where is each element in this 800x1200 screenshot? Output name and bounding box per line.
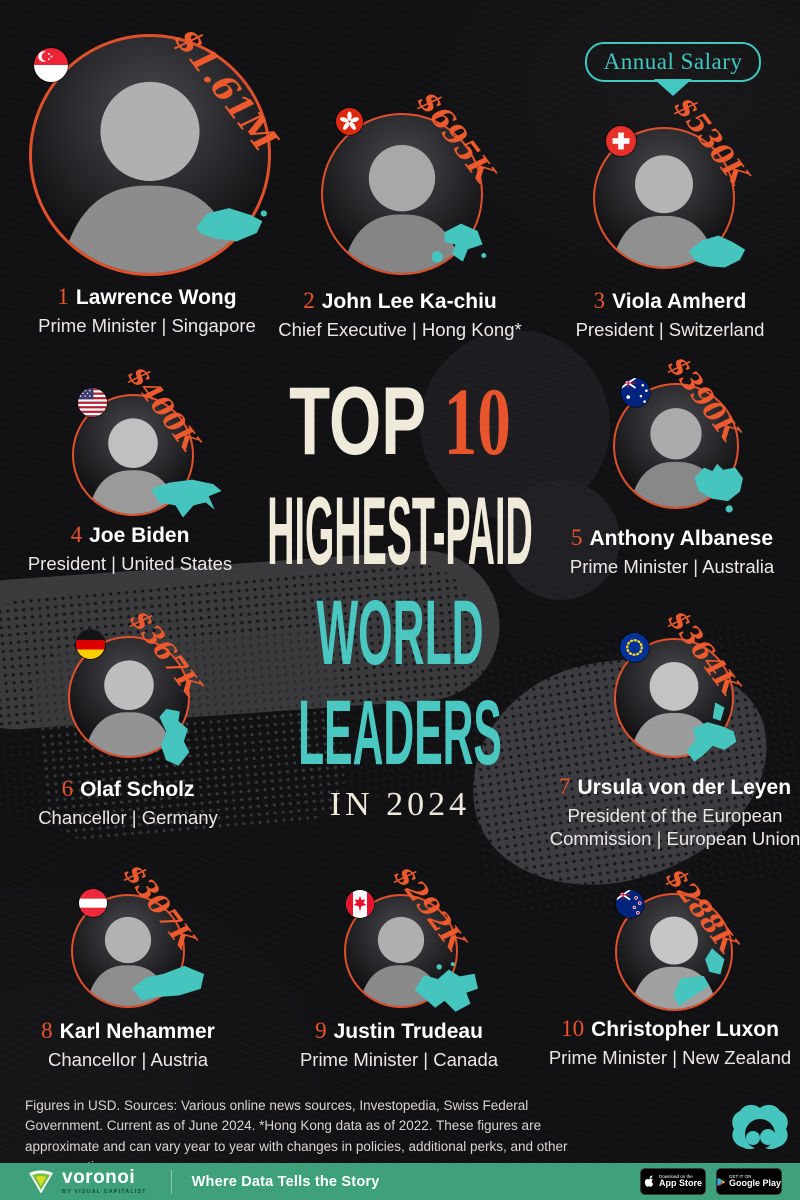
footer-tagline: Where Data Tells the Story	[191, 1173, 380, 1190]
rank-number: 10	[561, 1016, 585, 1041]
rank-number: 3	[593, 288, 606, 313]
rank-number: 1	[57, 284, 69, 309]
person-silhouette-icon	[630, 916, 718, 1009]
leader-photo	[68, 636, 190, 758]
voronoi-logo[interactable]: voronoi BY VISUAL CAPITALIST	[28, 1168, 147, 1195]
footer-divider	[170, 1169, 172, 1194]
leader-role: President of the European Commission | E…	[549, 805, 800, 850]
leader-caption: 6 Olaf Scholz Chancellor | Germany	[8, 776, 248, 829]
leader-role: Prime Minister | Australia	[569, 556, 775, 577]
rank-number: 7	[558, 774, 571, 799]
austria-flag-icon	[79, 889, 107, 917]
leader-name: Justin Trudeau	[333, 1020, 483, 1043]
leader-name: Anthony Albanese	[589, 527, 774, 550]
app-store-badge[interactable]: Download on the App Store	[640, 1168, 706, 1195]
austria-map	[131, 965, 205, 1001]
germany-flag-icon	[76, 630, 105, 659]
leader-name: John Lee Ka-chiu	[321, 290, 497, 313]
australia-flag-icon	[621, 378, 650, 407]
leader-name: Olaf Scholz	[80, 778, 195, 801]
apple-icon	[644, 1175, 654, 1187]
united-states-map	[151, 479, 222, 518]
singapore-flag-icon	[34, 48, 68, 82]
title-world: WORLD	[316, 582, 484, 685]
european-union-flag-icon	[620, 633, 649, 662]
app-store-big-text: App Store	[658, 1178, 702, 1189]
title-in-2024: IN 2024	[329, 786, 471, 823]
leader-role: Prime Minister | Canada	[299, 1049, 499, 1070]
leader-name: Viola Amherd	[612, 290, 747, 313]
singapore-map	[196, 208, 267, 242]
title-highest-paid: HIGHEST-PAID	[267, 478, 533, 586]
voronoi-brand-subtitle: BY VISUAL CAPITALIST	[62, 1189, 147, 1195]
leader-name: Karl Nehammer	[59, 1020, 215, 1043]
united-states-flag-icon	[78, 388, 107, 417]
title-leaders: LEADERS	[298, 682, 502, 785]
voronoi-logo-icon	[29, 1170, 53, 1193]
rank-number: 6	[61, 776, 74, 801]
annual-salary-label: Annual Salary	[603, 49, 743, 74]
new-zealand-map	[673, 948, 725, 1007]
google-play-badge[interactable]: GET IT ON Google Play	[716, 1168, 782, 1195]
leader-caption: 3 Viola Amherd President | Switzerland	[540, 288, 800, 341]
leader-role: Prime Minister | Singapore	[38, 315, 256, 336]
australia-map	[694, 463, 743, 513]
leader-caption: 9 Justin Trudeau Prime Minister | Canada	[279, 1018, 519, 1071]
leader-role: Chancellor | Austria	[47, 1049, 209, 1070]
canada-flag-icon	[346, 890, 374, 918]
rank-number: 8	[41, 1018, 53, 1043]
footer-bar: voronoi BY VISUAL CAPITALIST Where Data …	[0, 1163, 800, 1200]
rank-number: 2	[303, 288, 315, 313]
rank-number: 5	[570, 525, 583, 550]
app-store-small-text: Download on the	[658, 1173, 693, 1179]
leader-name: Christopher Luxon	[591, 1018, 779, 1041]
leader-role: Prime Minister | New Zealand	[548, 1047, 792, 1068]
hong-kong-flag-icon	[336, 108, 363, 135]
new-zealand-flag-icon	[616, 890, 644, 918]
leader-name: Joe Biden	[89, 524, 190, 547]
leader-caption: 7 Ursula von der Leyen President of the E…	[535, 774, 800, 850]
leader-role: Chancellor | Germany	[38, 807, 218, 828]
leader-photo	[321, 113, 483, 275]
voronoi-hands-icon	[732, 1104, 788, 1150]
google-play-icon	[717, 1177, 725, 1186]
title-top-10: TOP 10	[289, 368, 511, 476]
google-play-big-text: Google Play	[728, 1178, 781, 1189]
hong-kong-map	[431, 223, 487, 263]
germany-map	[159, 708, 190, 766]
canada-map	[414, 962, 478, 1012]
person-silhouette-icon	[84, 660, 174, 756]
person-silhouette-icon	[88, 418, 178, 514]
annual-salary-badge: Annual Salary	[585, 42, 761, 82]
leader-role: President | Switzerland	[575, 319, 765, 340]
leader-caption: 5 Anthony Albanese Prime Minister | Austr…	[542, 525, 800, 578]
leader-name: Lawrence Wong	[75, 286, 237, 309]
voronoi-brand-name: voronoi	[62, 1167, 136, 1188]
rank-number: 9	[315, 1018, 327, 1043]
european-union-map	[686, 702, 737, 762]
leader-role: President | United States	[27, 553, 233, 574]
leader-role: Chief Executive | Hong Kong*	[278, 319, 522, 340]
leader-caption: 10 Christopher Luxon Prime Minister | New…	[530, 1016, 800, 1069]
leader-caption: 4 Joe Biden President | United States	[10, 522, 250, 575]
leader-name: Ursula von der Leyen	[577, 776, 792, 799]
switzerland-flag-icon	[606, 126, 636, 156]
badge-pointer-icon	[654, 79, 692, 96]
leader-caption: 8 Karl Nehammer Chancellor | Austria	[8, 1018, 248, 1071]
rank-number: 4	[70, 522, 83, 547]
switzerland-map	[688, 235, 746, 268]
google-play-small-text: GET IT ON	[728, 1173, 752, 1179]
person-silhouette-icon	[611, 155, 717, 267]
person-silhouette-icon	[60, 81, 240, 273]
background-circle-shape	[500, 480, 620, 600]
leader-caption: 1 Lawrence Wong Prime Minister | Singapor…	[17, 284, 277, 337]
leader-caption: 2 John Lee Ka-chiu Chief Executive | Hong…	[260, 288, 540, 341]
